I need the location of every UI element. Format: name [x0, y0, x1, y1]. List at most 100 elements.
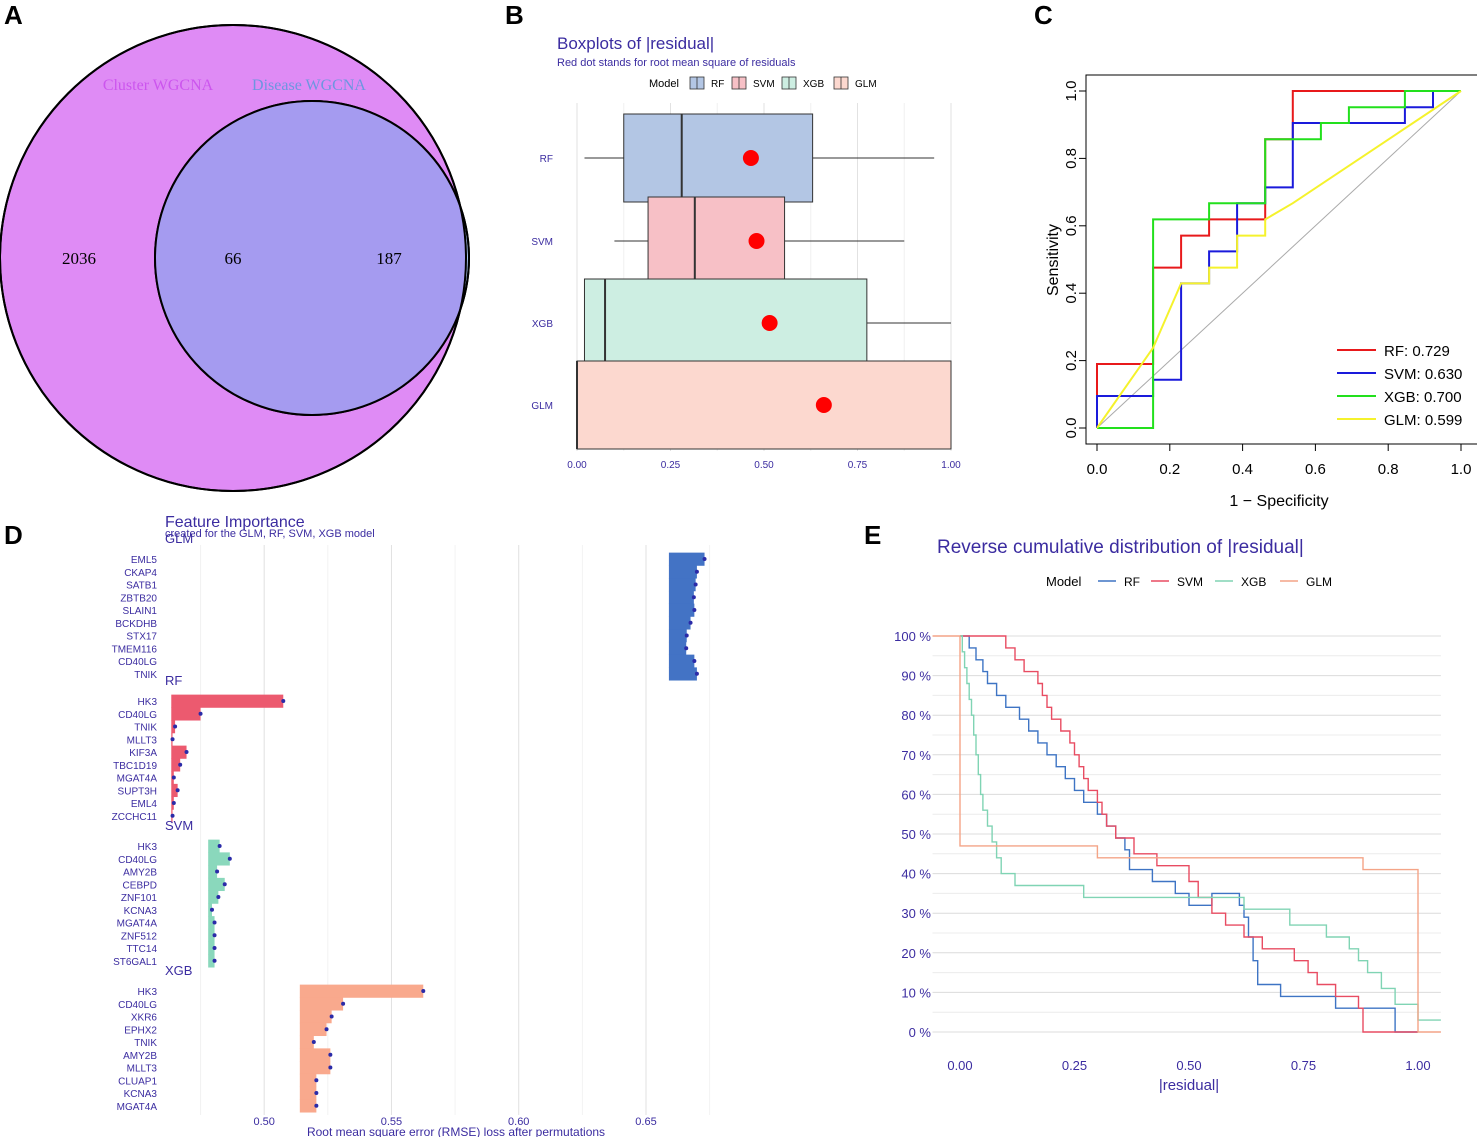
fi-bar	[208, 916, 215, 930]
rcdf-legend-label-xgb: XGB	[1241, 575, 1266, 589]
fi-bar-dot	[184, 750, 189, 754]
fi-feature-label: ZNF512	[121, 931, 158, 942]
fi-bar-dot	[212, 920, 217, 925]
fi-bar-dot	[215, 869, 220, 874]
fi-feature-label: EPHX2	[124, 1025, 157, 1036]
fi-group-label: XGB	[165, 963, 192, 978]
fi-feature-label: TMEM116	[112, 644, 158, 655]
box-rmse-dot-xgb	[761, 315, 778, 331]
fi-bar-dot	[227, 856, 232, 861]
rcdf-curve-svm	[960, 635, 1418, 1033]
rcdf-y-tick-label: 0 %	[909, 1025, 932, 1040]
fi-bar	[668, 616, 691, 630]
rcdf-y-tick-label: 30 %	[901, 906, 931, 921]
venn-right-only-count: 187	[376, 249, 402, 268]
rcdf-x-tick-label: 0.50	[1176, 1058, 1201, 1073]
fi-bar	[668, 552, 705, 566]
fi-feature-label: MGAT4A	[117, 774, 158, 785]
roc-curve-xgb	[1097, 90, 1461, 429]
roc-x-tick-label: 0.2	[1159, 461, 1180, 478]
fi-bar	[208, 839, 220, 853]
fi-feature-label: CD40LG	[118, 657, 157, 668]
fi-feature-label: ZBTB20	[120, 593, 157, 604]
fi-bar-dot	[171, 801, 176, 805]
reverse-cdf-panel: Reverse cumulative distribution of |resi…	[894, 537, 1441, 1094]
fi-bar	[208, 865, 218, 879]
fi-bar	[668, 590, 694, 605]
fi-feature-label: KIF3A	[129, 748, 157, 759]
fi-feature-label: CEBPD	[123, 880, 157, 891]
fi-feature-label: STX17	[126, 632, 157, 643]
fi-bar-dot	[175, 788, 180, 793]
boxplot-y-tick-label: GLM	[531, 401, 553, 412]
roc-x-tick-label: 0.6	[1305, 461, 1326, 478]
boxplot-legend-title: Model	[649, 78, 679, 90]
fi-bar-dot	[329, 1014, 334, 1019]
fi-bar	[299, 1048, 331, 1062]
roc-y-tick-label: 0.0	[1063, 418, 1080, 439]
boxplot-legend-label: SVM	[753, 79, 775, 90]
box-rmse-dot-glm	[815, 397, 832, 413]
fi-bar-dot	[281, 699, 286, 703]
rcdf-legend-label-svm: SVM	[1177, 575, 1203, 589]
fi-feature-label: KCNA3	[124, 906, 158, 917]
fi-feature-label: CLUAP1	[118, 1076, 157, 1087]
fi-bar	[299, 1086, 317, 1100]
fi-bar-dot	[171, 775, 176, 780]
fi-feature-label: EML5	[131, 555, 158, 566]
roc-y-tick-label: 0.2	[1063, 350, 1080, 371]
boxplot-x-tick-label: 0.25	[661, 460, 681, 471]
panel-label-b: B	[505, 0, 524, 30]
rcdf-x-tick-label: 0.25	[1062, 1058, 1087, 1073]
fi-bar	[208, 877, 225, 892]
boxplot-y-tick-label: XGB	[532, 319, 553, 330]
fi-feature-label: MGAT4A	[117, 919, 158, 930]
fi-feature-label: TTC14	[126, 944, 157, 955]
panel-label-a: A	[4, 0, 23, 30]
roc-x-tick-label: 0.0	[1087, 461, 1108, 478]
rcdf-y-tick-label: 80 %	[901, 708, 931, 723]
roc-panel: 0.0 0.2 0.4 0.6 0.8 1.0 0.0 0.2 0.4 0.6 0.8 1.0 RF:…	[1045, 74, 1477, 510]
fi-bar	[299, 1073, 317, 1088]
fi-feature-label: MLLT3	[127, 1064, 158, 1075]
fi-bar-dot	[702, 557, 707, 561]
boxplot-y-tick-label: RF	[540, 154, 553, 165]
fi-bar	[299, 1022, 327, 1037]
fi-bar-dot	[693, 582, 698, 587]
fi-bar	[171, 745, 187, 759]
boxplot-legend-label: GLM	[855, 79, 877, 90]
rcdf-x-tick-label: 0.75	[1291, 1058, 1316, 1073]
rcdf-legend: Model RF SVM XGB GLM	[1046, 574, 1332, 589]
fi-bar	[668, 565, 697, 579]
rcdf-y-tick-label: 70 %	[901, 748, 931, 763]
fi-bar-dot	[324, 1027, 329, 1032]
fi-bar-dot	[692, 659, 697, 663]
fi-bar	[208, 954, 215, 968]
panel-label-c: C	[1034, 0, 1053, 30]
fi-feature-label: EML4	[131, 799, 158, 810]
fi-x-tick-label: 0.50	[253, 1116, 274, 1128]
fi-bar	[171, 707, 201, 721]
fi-bar-dot	[314, 1091, 319, 1095]
box-rmse-dot-svm	[748, 233, 765, 249]
fi-feature-label: HK3	[138, 987, 158, 998]
fi-bar	[171, 758, 181, 772]
rcdf-y-tick-label: 20 %	[901, 946, 931, 961]
fi-bar-dot	[314, 1078, 319, 1083]
boxplot-x-tick-label: 1.00	[941, 460, 961, 471]
fi-bar-dot	[328, 1052, 333, 1057]
venn-left-label: Cluster WGCNA	[103, 77, 214, 94]
box-rmse-dot-rf	[742, 150, 759, 166]
fi-bar-dot	[328, 1065, 333, 1070]
roc-x-tick-label: 0.8	[1378, 461, 1399, 478]
fi-bar-dot	[691, 595, 696, 600]
rcdf-x-tick-label: 0.00	[947, 1058, 972, 1073]
fi-bar	[299, 1061, 331, 1075]
fi-bar	[299, 1099, 317, 1113]
rcdf-legend-title: Model	[1046, 574, 1082, 589]
fi-bar	[208, 852, 230, 866]
rcdf-y-tick-label: 90 %	[901, 669, 931, 684]
box-xgb	[583, 278, 868, 368]
fi-feature-label: ZCCHC11	[112, 812, 158, 823]
